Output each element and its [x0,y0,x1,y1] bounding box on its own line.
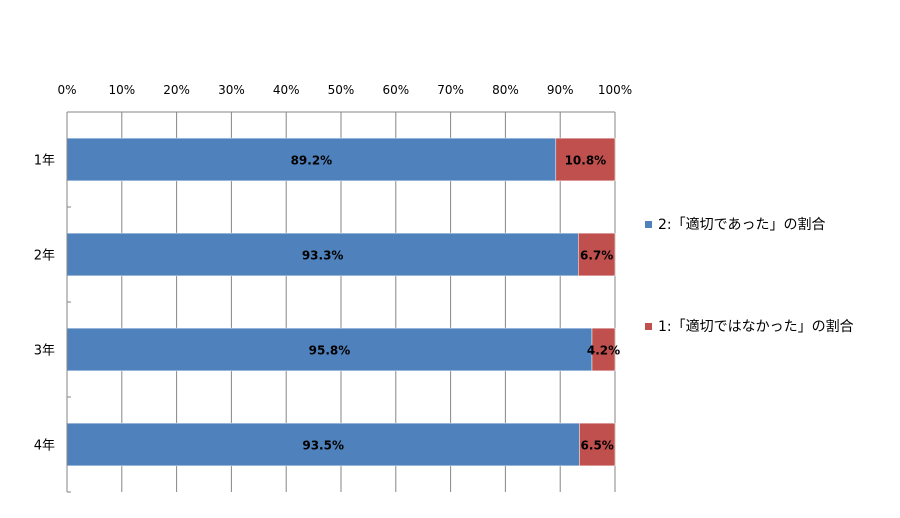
category-axis: 1年 2年 3年 4年 [34,111,71,493]
x-tick-label: 0% [57,83,76,97]
legend-label-not-appropriate: 1:「適切ではなかった」の割合 [658,319,854,335]
legend-item-appropriate: 2:「適切であった」の割合 [645,214,825,234]
data-label: 93.3% [302,249,344,263]
category-label: 2年 [34,249,55,264]
data-label: 89.2% [291,154,333,168]
category-label: 3年 [34,344,55,359]
bar-segment-appropriate [66,232,579,277]
x-tick-label: 60% [382,83,409,97]
data-label: 93.5% [302,439,344,453]
bar-segment-appropriate [66,327,593,372]
x-tick-label: 90% [547,83,574,97]
x-tick-label: 50% [328,83,355,97]
x-axis-ticks: 0% 10% 20% 30% 40% 50% 60% 70% 80% 90% 100% [57,83,632,97]
data-label: 95.8% [309,344,351,358]
bars: 89.2% 10.8% 93.3% 6.7% 95.8% 4.2% 93.5% 6.5% [66,137,620,467]
category-label: 1年 [34,154,55,169]
x-tick-label: 80% [492,83,519,97]
legend-swatch-red [645,322,652,330]
x-tick-label: 20% [163,83,190,97]
data-label: 10.8% [565,154,607,168]
x-tick-label: 10% [108,83,135,97]
bar-segment-appropriate [66,422,580,467]
legend-swatch-blue [645,220,652,228]
x-tick-label: 30% [218,83,245,97]
bar-segment-not-appropriate [578,232,616,277]
data-label: 4.2% [587,344,620,358]
legend-item-not-appropriate: 1:「適切ではなかった」の割合 [645,316,854,336]
bar-segment-not-appropriate [579,422,616,467]
data-label: 6.7% [580,249,613,263]
bar-segment-appropriate [66,137,557,182]
x-tick-label: 100% [598,83,632,97]
legend-label-appropriate: 2:「適切であった」の割合 [658,217,826,233]
category-label: 4年 [34,439,55,454]
data-label: 6.5% [581,439,614,453]
bar-segment-not-appropriate [591,327,616,372]
x-tick-label: 40% [273,83,300,97]
bar-segment-not-appropriate [555,137,616,182]
x-tick-label: 70% [437,83,464,97]
